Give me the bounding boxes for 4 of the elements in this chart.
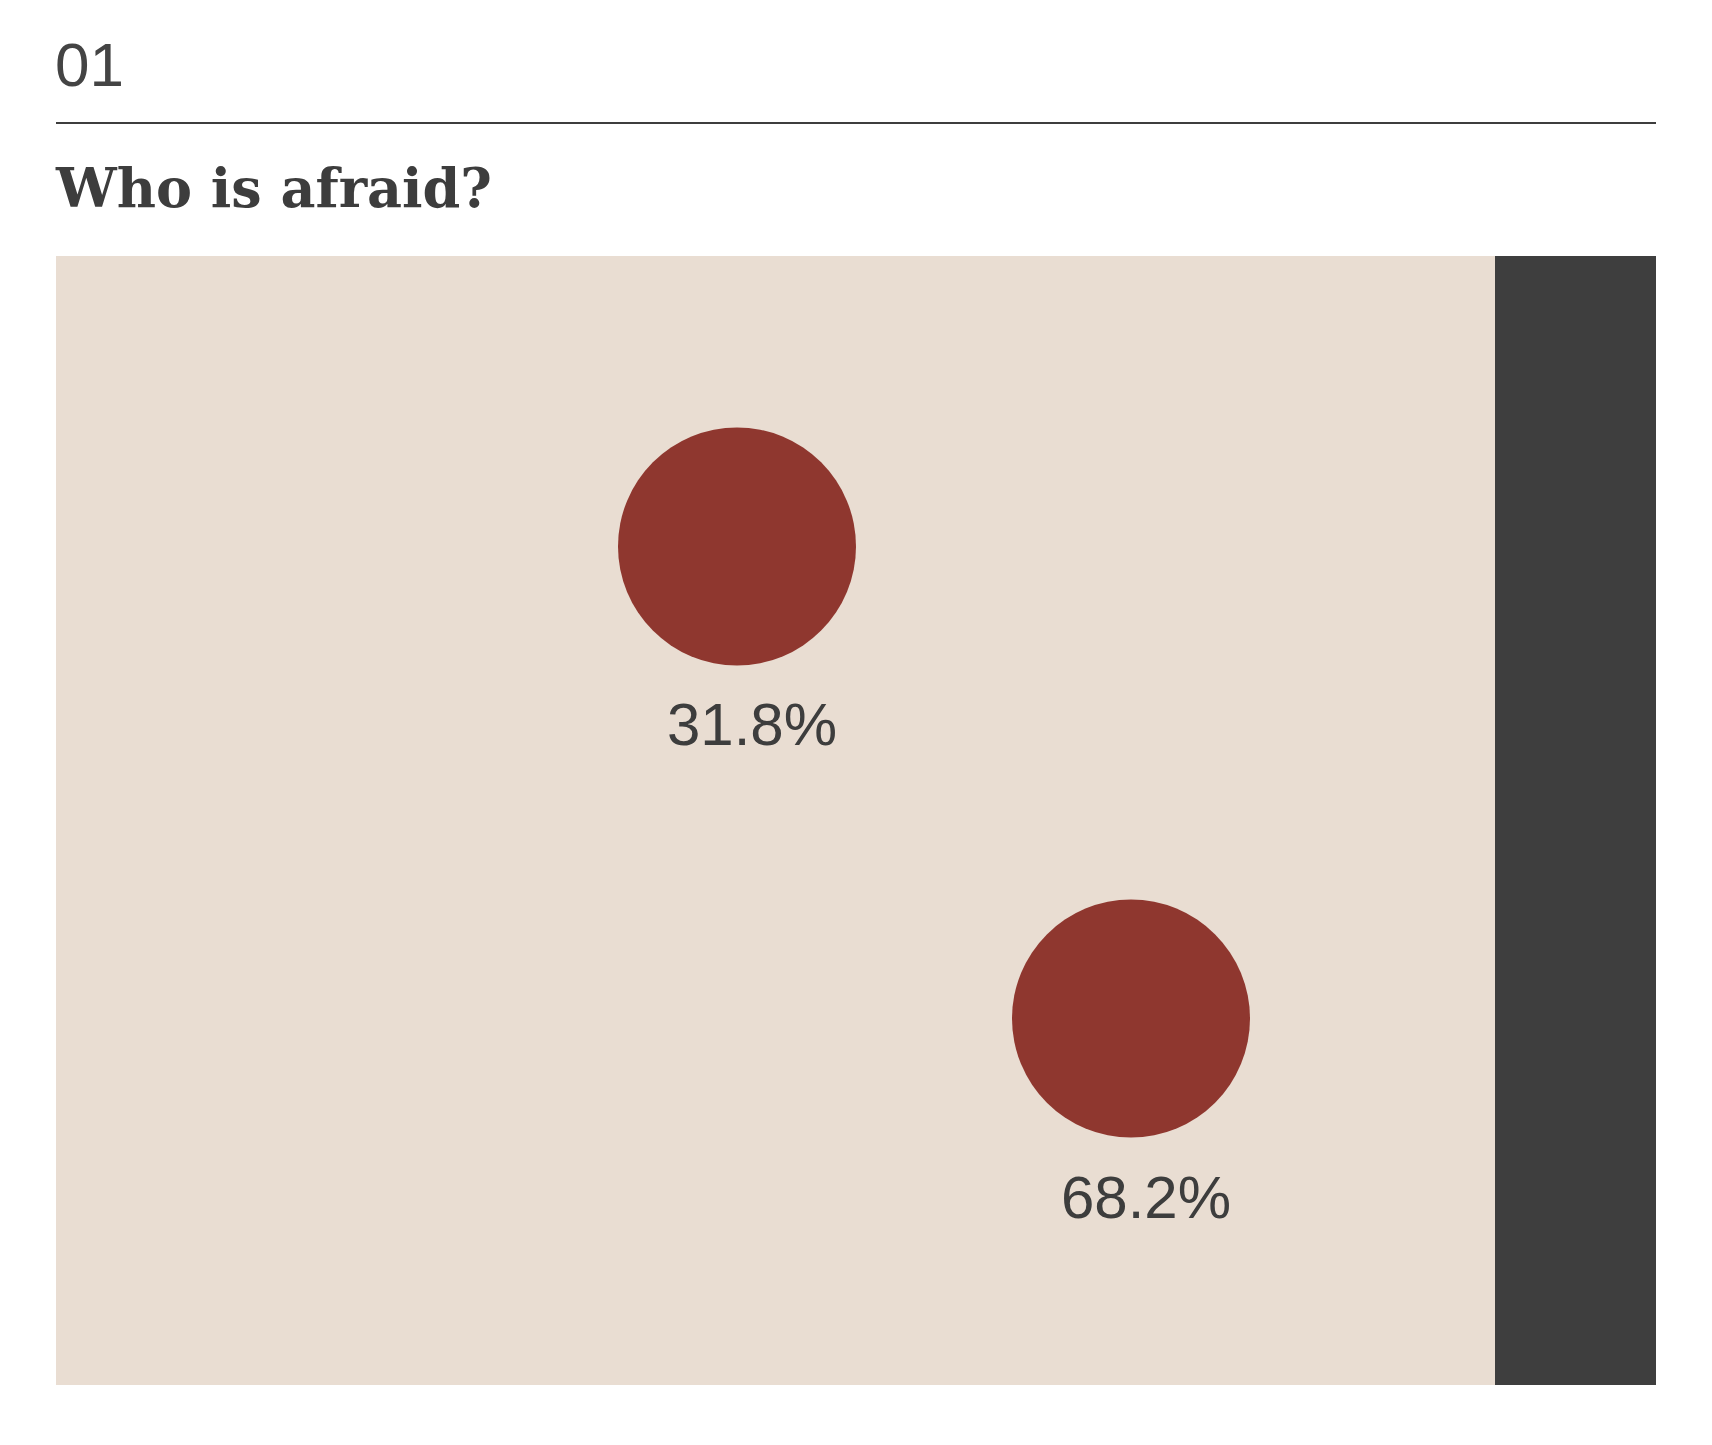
text: Who is afraid? [56,156,493,220]
data-label: 31.8% [666,691,838,759]
text: 01 [55,30,124,99]
data-label: 68.2% [1060,1163,1232,1231]
